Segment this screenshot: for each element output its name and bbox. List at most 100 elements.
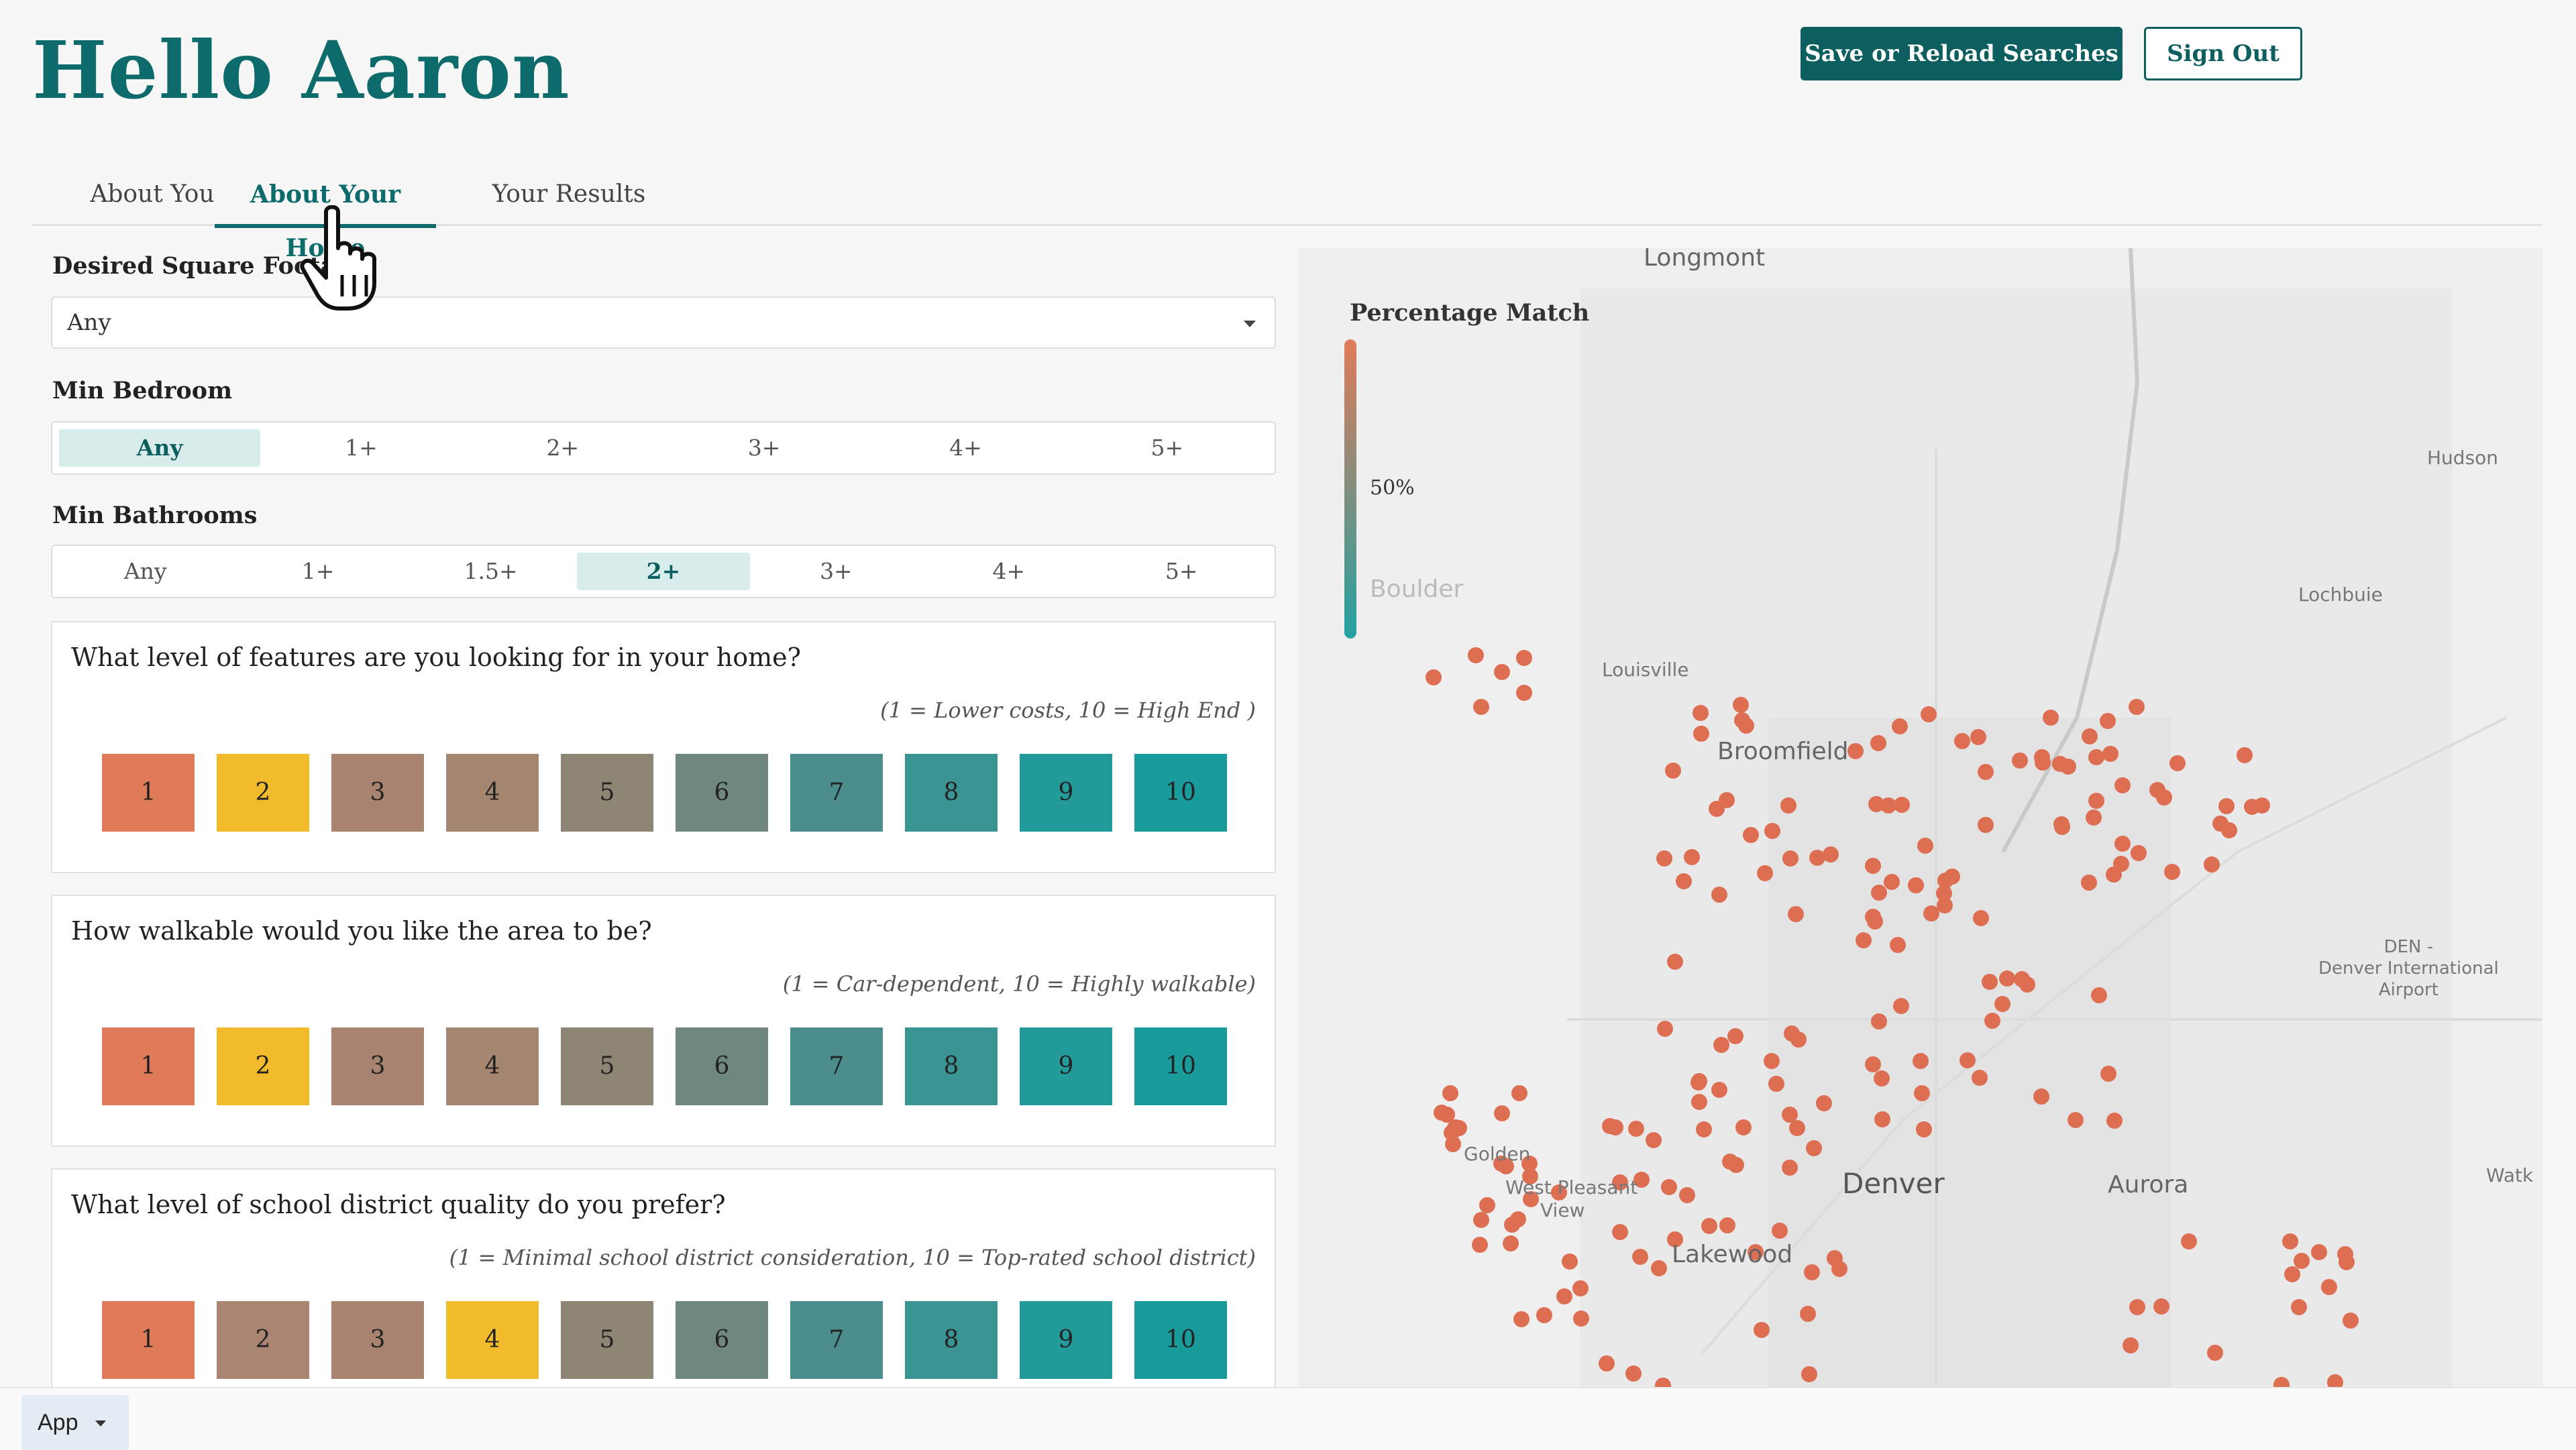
listing-marker[interactable] [1473, 1212, 1489, 1228]
rating-option-7[interactable]: 7 [790, 1027, 883, 1105]
listing-marker[interactable] [1978, 764, 1994, 780]
listing-marker[interactable] [2321, 1279, 2337, 1295]
listing-marker[interactable] [1914, 1085, 1930, 1101]
listing-marker[interactable] [1743, 827, 1759, 843]
rating-option-2[interactable]: 2 [217, 1027, 309, 1105]
listing-marker[interactable] [2131, 845, 2147, 861]
listing-marker[interactable] [1748, 1244, 1764, 1260]
listing-marker[interactable] [1768, 1076, 1784, 1092]
listing-marker[interactable] [1562, 1253, 1578, 1270]
listing-marker[interactable] [1856, 932, 1872, 948]
listing-marker[interactable] [1782, 1107, 1798, 1123]
listing-marker[interactable] [1625, 1365, 1642, 1382]
listing-marker[interactable] [2311, 1244, 2327, 1260]
rating-option-10[interactable]: 10 [1134, 754, 1227, 832]
listing-marker[interactable] [1978, 817, 1994, 833]
listing-marker[interactable] [1551, 1184, 1567, 1201]
listing-marker[interactable] [1772, 1223, 1788, 1239]
listing-marker[interactable] [1874, 1070, 1890, 1086]
listing-marker[interactable] [2086, 810, 2102, 826]
listing-marker[interactable] [1871, 885, 1887, 901]
listing-marker[interactable] [1656, 850, 1672, 867]
rating-option-4[interactable]: 4 [446, 1027, 539, 1105]
listing-marker[interactable] [1651, 1260, 1667, 1276]
listing-marker[interactable] [1693, 726, 1709, 742]
listing-marker[interactable] [1693, 705, 1709, 721]
save-reload-searches-button[interactable]: Save or Reload Searches [1801, 27, 2123, 80]
listing-marker[interactable] [2106, 1113, 2123, 1129]
listing-marker[interactable] [2204, 856, 2220, 873]
listing-marker[interactable] [2114, 777, 2131, 793]
rating-option-8[interactable]: 8 [905, 1301, 998, 1379]
rating-option-4[interactable]: 4 [446, 1301, 539, 1379]
bathroom-option-5[interactable]: 5+ [1165, 558, 1198, 584]
listing-marker[interactable] [1784, 1025, 1800, 1042]
listing-marker[interactable] [1667, 1231, 1683, 1247]
listing-marker[interactable] [2254, 797, 2270, 814]
tab-about-you[interactable]: About You [90, 180, 215, 208]
listing-marker[interactable] [2100, 713, 2116, 729]
listing-marker[interactable] [1439, 1107, 1455, 1123]
listing-marker[interactable] [1937, 897, 1953, 913]
listing-marker[interactable] [1556, 1288, 1572, 1304]
listing-marker[interactable] [1801, 1366, 1817, 1382]
rating-option-6[interactable]: 6 [676, 1027, 768, 1105]
listing-marker[interactable] [1917, 838, 1933, 854]
listing-marker[interactable] [1696, 1121, 1712, 1137]
listing-marker[interactable] [1655, 1378, 1671, 1388]
listing-marker[interactable] [1479, 1197, 1495, 1213]
listing-marker[interactable] [1870, 735, 1886, 751]
listing-marker[interactable] [1661, 1179, 1677, 1195]
listing-marker[interactable] [1847, 743, 1864, 759]
rating-option-5[interactable]: 5 [561, 1027, 653, 1105]
rating-option-2[interactable]: 2 [217, 754, 309, 832]
listing-marker[interactable] [2207, 1345, 2223, 1361]
app-menu-button[interactable]: App [21, 1395, 129, 1450]
listing-marker[interactable] [1735, 1119, 1752, 1135]
listing-marker[interactable] [1503, 1235, 1519, 1251]
listing-marker[interactable] [1523, 1191, 1539, 1207]
listing-marker[interactable] [1426, 669, 1442, 685]
listing-marker[interactable] [1676, 873, 1692, 889]
listing-marker[interactable] [1711, 887, 1727, 903]
listing-marker[interactable] [2153, 1298, 2169, 1315]
listing-marker[interactable] [1780, 797, 1796, 814]
rating-option-9[interactable]: 9 [1020, 1027, 1112, 1105]
bathroom-option-any[interactable]: Any [123, 558, 167, 584]
listing-marker[interactable] [2082, 728, 2098, 744]
listing-marker[interactable] [1874, 1111, 1890, 1127]
bathroom-option-3[interactable]: 3+ [820, 558, 853, 584]
listing-marker[interactable] [1921, 706, 1937, 722]
listing-marker[interactable] [1754, 1322, 1770, 1338]
rating-option-6[interactable]: 6 [676, 754, 768, 832]
listing-marker[interactable] [1764, 823, 1780, 839]
listing-marker[interactable] [1442, 1085, 1458, 1101]
listing-marker[interactable] [1865, 1056, 1881, 1072]
rating-option-5[interactable]: 5 [561, 1301, 653, 1379]
listing-marker[interactable] [1513, 1311, 1529, 1327]
listing-marker[interactable] [1657, 1021, 1673, 1037]
listing-marker[interactable] [1923, 905, 1939, 922]
listing-marker[interactable] [1468, 647, 1484, 663]
rating-option-1[interactable]: 1 [102, 1301, 195, 1379]
listing-marker[interactable] [1719, 1217, 1735, 1233]
listing-marker[interactable] [1445, 1136, 1461, 1152]
rating-option-3[interactable]: 3 [331, 1027, 424, 1105]
listing-marker[interactable] [1984, 1013, 2000, 1029]
listing-marker[interactable] [1511, 1085, 1527, 1101]
listing-marker[interactable] [1908, 877, 1924, 893]
bedroom-option-4[interactable]: 4+ [949, 435, 982, 461]
listing-marker[interactable] [1728, 1157, 1744, 1173]
listing-marker[interactable] [2343, 1313, 2359, 1329]
rating-option-3[interactable]: 3 [331, 754, 424, 832]
listing-marker[interactable] [1516, 650, 1532, 666]
listing-marker[interactable] [1734, 712, 1750, 728]
listing-marker[interactable] [1727, 1028, 1743, 1044]
listing-marker[interactable] [1719, 792, 1735, 808]
results-map[interactable]: Percentage Match 50% Longmont Hudson Loc… [1299, 248, 2542, 1388]
listing-marker[interactable] [2053, 816, 2070, 832]
listing-marker[interactable] [1646, 1132, 1662, 1148]
rating-option-4[interactable]: 4 [446, 754, 539, 832]
listing-marker[interactable] [1913, 1053, 1929, 1069]
listing-marker[interactable] [2043, 710, 2059, 726]
